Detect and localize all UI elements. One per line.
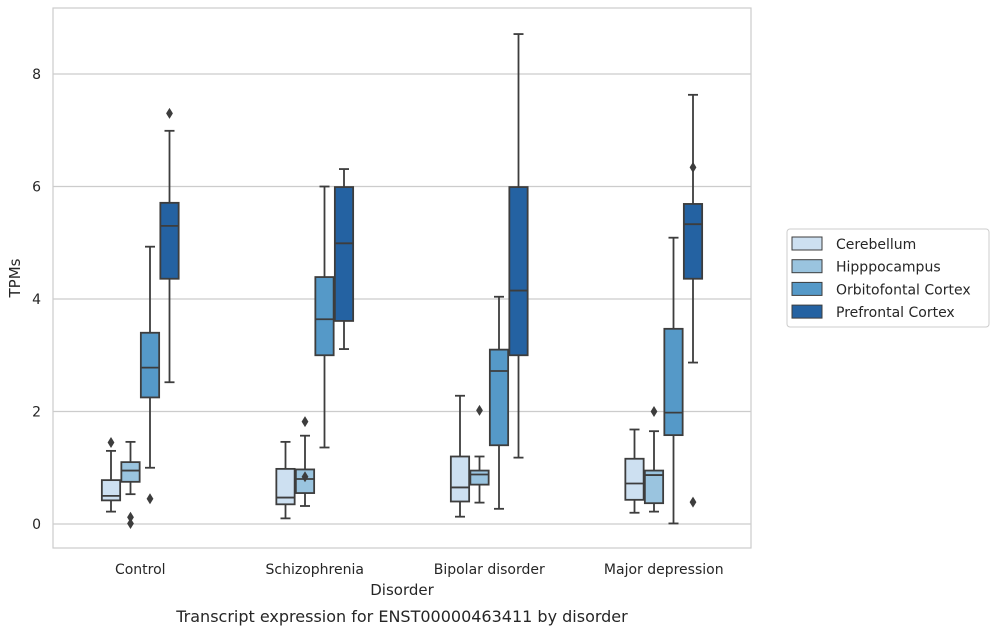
box-iqr (643, 469, 665, 505)
x-tick-labels: Control Schizophrenia Bipolar disorder Majo… (115, 562, 724, 578)
box-2-0 (449, 394, 471, 518)
chart-caption: Transcript expression for ENST0000046341… (175, 607, 628, 626)
x-tick-label: Schizophrenia (266, 562, 364, 578)
x-tick-label: Control (115, 562, 166, 578)
box-iqr (100, 479, 122, 502)
legend-entry-label: Orbitofontal Cortex (836, 282, 971, 298)
outlier-point (650, 406, 658, 417)
box-1-2 (314, 185, 335, 449)
box-iqr (663, 327, 684, 437)
outlier-point (166, 107, 173, 119)
box-3-3 (682, 93, 704, 508)
box-3-0 (624, 428, 645, 514)
box-1-3 (333, 168, 355, 350)
box-iqr (488, 348, 510, 447)
y-tick-label: 8 (32, 67, 41, 83)
box-iqr (120, 461, 141, 483)
box-iqr (449, 455, 471, 503)
x-axis-title: Disorder (370, 581, 434, 599)
legend-entry-label: Hipppocampus (836, 260, 941, 276)
x-tick-label: Major depression (604, 562, 724, 578)
box-1-1 (294, 416, 316, 507)
box-iqr (159, 201, 180, 280)
box-iqr (275, 467, 296, 506)
y-tick-label: 6 (32, 180, 41, 196)
box-3-2 (663, 236, 684, 525)
outlier-point (301, 416, 309, 428)
box-1-0 (275, 440, 296, 520)
box-iqr (139, 331, 161, 399)
outlier-point (127, 511, 134, 523)
box-0-0 (100, 436, 122, 513)
box-2-3 (508, 33, 529, 459)
box-series (100, 33, 704, 529)
box-iqr (508, 186, 529, 357)
outlier-point (689, 161, 697, 173)
legend: Cerebellum Hipppocampus Orbitofontal Corte… (786, 228, 990, 328)
box-2-1 (469, 404, 490, 504)
plot-area (52, 7, 752, 549)
legend-swatch (791, 281, 823, 296)
box-iqr (314, 276, 335, 357)
y-axis-title: TPMs (6, 258, 24, 298)
outlier-point (689, 496, 697, 508)
box-iqr (469, 469, 490, 486)
outlier-point (107, 436, 115, 448)
box-iqr (333, 186, 355, 322)
outlier-point (476, 404, 483, 416)
box-0-2 (139, 245, 161, 505)
y-tick-label: 2 (32, 405, 41, 421)
box-0-3 (159, 107, 180, 384)
legend-frame (786, 228, 990, 328)
legend-swatch (791, 304, 823, 319)
box-2-2 (488, 295, 510, 510)
outlier-point (301, 471, 309, 483)
outlier-point (146, 493, 154, 505)
box-0-1 (120, 440, 141, 529)
legend-swatch (791, 259, 823, 274)
y-tick-labels: 0 2 4 6 8 (32, 67, 41, 533)
y-tick-label: 4 (32, 292, 41, 308)
y-tick-label: 0 (32, 517, 41, 533)
box-3-1 (643, 406, 665, 513)
legend-swatch (791, 236, 823, 251)
legend-entry-label: Cerebellum (836, 237, 916, 253)
box-iqr (624, 457, 645, 501)
legend-entry-label: Prefrontal Cortex (836, 305, 955, 321)
x-tick-label: Bipolar disorder (434, 562, 545, 578)
box-iqr (682, 203, 704, 280)
outlier-point (127, 517, 134, 529)
